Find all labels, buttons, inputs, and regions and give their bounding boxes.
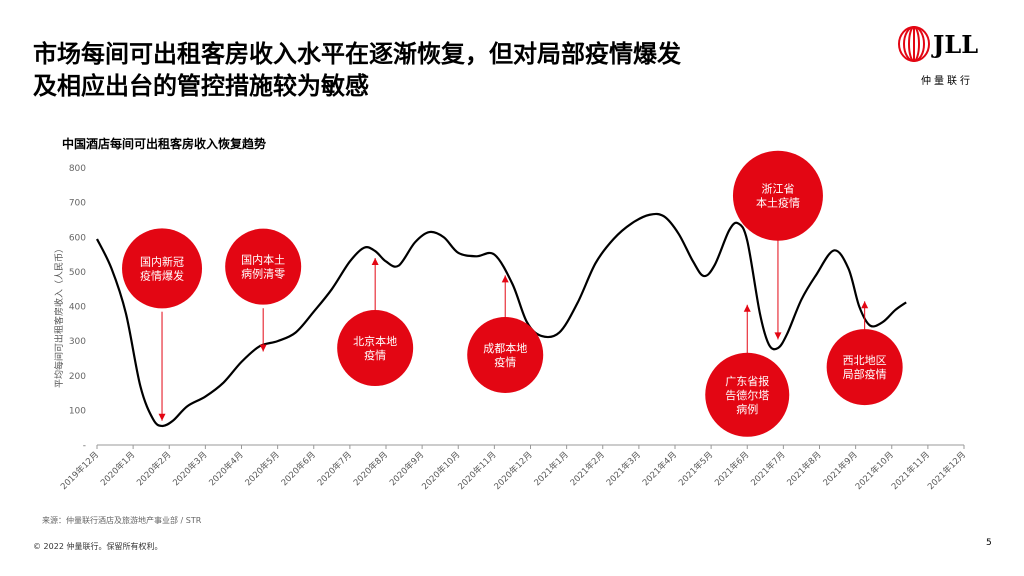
annotation-label: 浙江省 <box>761 183 794 196</box>
page-number: 5 <box>986 538 992 548</box>
source-note: 来源：仲量联行酒店及旅游地产事业部 / STR <box>42 516 202 525</box>
y-axis-layer: - 100 200 300 400 500 600 700 800 <box>69 164 86 451</box>
jll-logo-mark-icon <box>898 26 930 62</box>
x-tick-label: 2021年12月 <box>925 449 968 492</box>
x-tick-label: 2020年8月 <box>351 449 390 488</box>
x-tick-label: 2020年4月 <box>207 449 246 488</box>
y-tick-label: - <box>83 441 86 451</box>
annotation-arrow-head-icon <box>259 344 267 352</box>
annotation-bubble <box>122 228 203 309</box>
x-tick-label: 2021年6月 <box>712 449 751 488</box>
x-tick-label: 2020年12月 <box>492 449 535 492</box>
y-tick-label: 100 <box>69 406 86 416</box>
annotation-arrow-head-icon <box>861 301 869 309</box>
annotation-label: 西北地区 <box>843 354 887 367</box>
x-tick-label: 2021年1月 <box>532 449 571 488</box>
page-title: 市场每间可出租客房收入水平在逐渐恢复，但对局部疫情爆发 及相应出台的管控措施较为… <box>33 38 833 102</box>
annotation-arrow-head-icon <box>743 304 751 312</box>
y-tick-label: 400 <box>69 303 86 313</box>
annotation-layer: 国内新冠疫情爆发国内本土病例清零北京本地疫情成都本地疫情浙江省本土疫情广东省报告… <box>122 150 903 437</box>
copyright-text: © 2022 仲量联行。保留所有权利。 <box>33 542 163 551</box>
revpar-series-line <box>96 212 907 428</box>
annotation-label: 告德尔塔 <box>725 388 769 402</box>
annotation-arrow-head-icon <box>158 413 166 421</box>
annotation-bubble <box>705 352 790 437</box>
annotation-bubble <box>467 316 544 393</box>
x-tick-label: 2020年9月 <box>387 449 426 488</box>
annotation-label: 北京本地 <box>353 334 397 348</box>
annotation-label: 国内本土 <box>241 253 285 267</box>
annotation-arrow-head-icon <box>774 332 782 340</box>
x-tick-label: 2020年2月 <box>134 449 173 488</box>
annotation-bubble <box>337 310 414 387</box>
x-tick-label: 2020年3月 <box>171 449 210 488</box>
y-tick-label: 800 <box>69 164 86 174</box>
logo-subtitle: 仲量联行 <box>921 76 973 87</box>
annotation-label: 疫情 <box>494 355 516 369</box>
annotation-label: 国内新冠 <box>140 254 184 268</box>
y-tick-label: 700 <box>69 199 86 209</box>
jll-logo: JLL <box>898 26 978 62</box>
page-title-line1: 市场每间可出租客房收入水平在逐渐恢复，但对局部疫情爆发 <box>33 40 681 68</box>
annotation-label: 成都本地 <box>483 341 527 355</box>
x-tick-label: 2021年8月 <box>785 449 824 488</box>
x-tick-label: 2021年9月 <box>821 449 860 488</box>
x-tick-label: 2021年3月 <box>604 449 643 488</box>
x-axis-layer: 2019年12月2020年1月2020年2月2020年3月2020年4月2020… <box>58 444 968 492</box>
annotation-bubble <box>826 329 903 406</box>
annotation-label: 病例清零 <box>241 267 285 281</box>
y-tick-label: 600 <box>69 233 86 243</box>
annotation-arrow-head-icon <box>501 275 509 283</box>
annotation-label: 本土疫情 <box>756 196 800 210</box>
chart-title: 中国酒店每间可出租客房收入恢复趋势 <box>62 137 267 151</box>
page-title-line2: 及相应出台的管控措施较为敏感 <box>33 72 369 100</box>
annotation-arrow-head-icon <box>371 258 379 266</box>
logo-text: JLL <box>931 30 978 59</box>
annotation-label: 广东省报 <box>725 374 769 388</box>
x-tick-label: 2021年5月 <box>676 449 715 488</box>
y-tick-label: 200 <box>69 372 86 382</box>
x-tick-label: 2020年6月 <box>279 449 318 488</box>
x-tick-label: 2021年2月 <box>568 449 607 488</box>
annotation-label: 局部疫情 <box>843 367 887 381</box>
x-tick-label: 2020年7月 <box>315 449 354 488</box>
annotation-bubble <box>732 150 823 241</box>
y-tick-label: 500 <box>69 268 86 278</box>
x-tick-label: 2019年12月 <box>58 449 101 492</box>
annotation-label: 病例 <box>736 402 758 416</box>
y-tick-label: 300 <box>69 337 86 347</box>
x-tick-label: 2020年5月 <box>243 449 282 488</box>
annotation-bubble <box>225 228 302 305</box>
x-tick-label: 2020年1月 <box>98 449 137 488</box>
series-layer <box>96 212 907 428</box>
annotation-label: 疫情爆发 <box>140 268 184 282</box>
annotation-label: 疫情 <box>364 348 386 362</box>
x-tick-label: 2021年4月 <box>640 449 679 488</box>
y-axis-label: 平均每间可出租客房收入（人民币） <box>53 244 65 388</box>
x-tick-label: 2021年7月 <box>749 449 788 488</box>
